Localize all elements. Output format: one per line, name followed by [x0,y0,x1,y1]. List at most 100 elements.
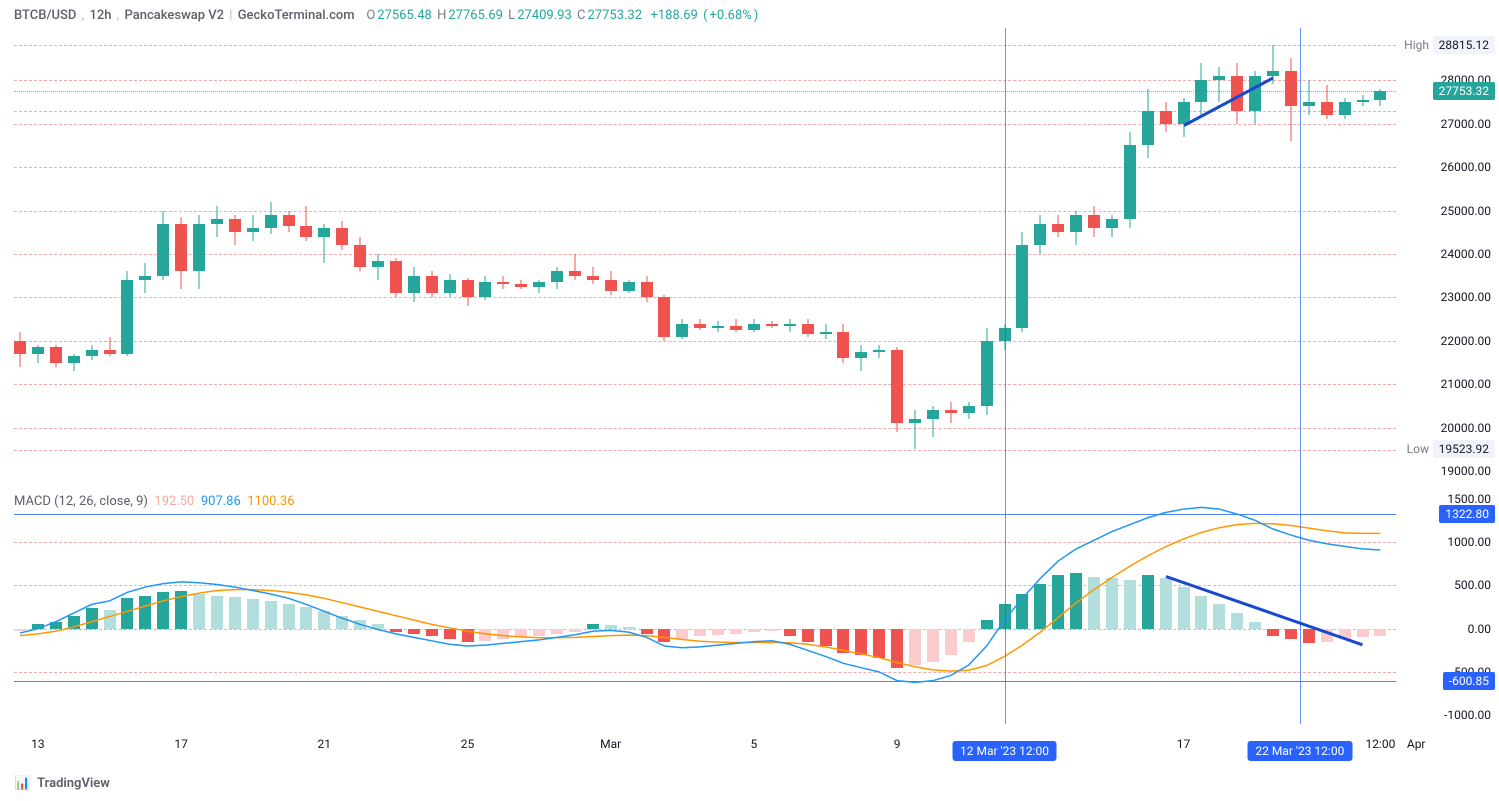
macd-hist-bar[interactable] [300,607,312,629]
macd-hist-bar[interactable] [1303,629,1315,643]
macd-hist-bar[interactable] [336,616,348,629]
macd-hist-bar[interactable] [587,624,599,628]
macd-hist-bar[interactable] [1231,613,1243,629]
macd-hist-bar[interactable] [1249,622,1261,629]
macd-hist-bar[interactable] [157,592,169,628]
macd-hist-bar[interactable] [676,629,688,639]
macd-hist-bar[interactable] [1034,584,1046,629]
macd-hist-bar[interactable] [1285,629,1297,639]
macd-hist-bar[interactable] [479,629,491,641]
macd-hist-bar[interactable] [766,629,778,632]
ohlc-low: 27409.93 [517,8,572,23]
macd-hist-bar[interactable] [1357,629,1369,638]
macd-hist-bar[interactable] [658,629,670,642]
ohlc-close: 27753.32 [587,8,642,23]
price-pane[interactable] [14,28,1396,480]
macd-hist-bar[interactable] [891,629,903,668]
macd-hist-bar[interactable] [193,594,205,629]
macd-hist-bar[interactable] [1195,596,1207,629]
macd-hist-bar[interactable] [533,629,545,636]
macd-yaxis[interactable]: -1000.00-500.000.00500.001000.001500.001… [1396,490,1499,724]
time-xaxis[interactable]: 13172125Mar591712:00Apr12 Mar '23 12:002… [14,731,1396,761]
macd-hist-bar[interactable] [1213,604,1225,628]
macd-lower-line [14,681,1396,682]
xtick: 17 [174,737,188,751]
macd-hist-bar[interactable] [1267,629,1279,636]
macd-hist-bar[interactable] [909,629,921,665]
macd-hist-bar[interactable] [515,629,527,638]
macd-hist-bar[interactable] [211,596,223,629]
macd-hline [14,542,1396,543]
macd-hist-bar[interactable] [444,629,456,639]
macd-hist-bar[interactable] [605,625,617,628]
price-hline [14,341,1396,342]
macd-hist-bar[interactable] [802,629,814,642]
macd-hist-bar[interactable] [855,629,867,655]
macd-hist-bar[interactable] [408,629,420,634]
macd-hist-bar[interactable] [247,599,259,628]
macd-hist-bar[interactable] [318,611,330,628]
macd-hist-bar[interactable] [1052,575,1064,629]
macd-hist-bar[interactable] [1088,577,1100,629]
macd-hist-bar[interactable] [283,604,295,629]
tradingview-watermark[interactable]: TradingView [14,776,110,791]
high-label: High [1404,38,1429,52]
macd-hist-bar[interactable] [873,629,885,658]
macd-hist-bar[interactable] [32,624,44,628]
macd-hist-bar[interactable] [784,629,796,636]
price-hline [14,211,1396,212]
macd-hist-bar[interactable] [712,629,724,635]
macd-ytick: 500.00 [1454,578,1491,592]
macd-hist-bar[interactable] [963,629,975,642]
macd-hist-bar[interactable] [139,596,151,629]
macd-indicator-label[interactable]: MACD (12, 26, close, 9) 192.50 907.86 11… [14,494,295,509]
macd-hist-bar[interactable] [1142,575,1154,629]
macd-hist-bar[interactable] [1016,594,1028,629]
macd-hist-bar[interactable] [372,624,384,628]
interval-label[interactable]: 12h [89,8,111,23]
macd-hist-bar[interactable] [1124,580,1136,629]
macd-hist-bar[interactable] [354,620,366,629]
macd-hist-bar[interactable] [175,591,187,628]
price-yaxis[interactable]: 19000.0020000.0021000.0022000.0023000.00… [1396,28,1499,480]
macd-hist-bar[interactable] [1160,578,1172,628]
macd-hist-bar[interactable] [641,629,653,634]
macd-hist-bar[interactable] [265,601,277,629]
macd-hist-bar[interactable] [820,629,832,646]
low-price-badge: 19523.92 [1433,440,1495,458]
macd-hist-bar[interactable] [748,629,760,632]
macd-ytick: 1000.00 [1447,535,1491,549]
macd-hist-bar[interactable] [50,622,62,629]
macd-hist-bar[interactable] [551,629,563,634]
macd-hist-bar[interactable] [927,629,939,662]
macd-ytick: 1500.00 [1447,492,1491,506]
macd-hist-bar[interactable] [569,629,581,632]
macd-hist-bar[interactable] [730,629,742,634]
macd-hist-bar[interactable] [68,616,80,629]
macd-hist-bar[interactable] [426,629,438,636]
macd-hist-bar[interactable] [1106,578,1118,628]
macd-hist-bar[interactable] [229,597,241,628]
macd-hist-bar[interactable] [981,620,993,629]
macd-hist-bar[interactable] [121,598,133,628]
macd-hist-bar[interactable] [945,629,957,655]
macd-hist-bar[interactable] [623,627,635,629]
macd-ytick: -1000.00 [1444,708,1491,722]
macd-hist-bar[interactable] [104,610,116,629]
macd-hist-bar[interactable] [497,629,509,639]
macd-hist-bar[interactable] [390,629,402,632]
xtick-badge: 12 Mar '23 12:00 [952,741,1057,761]
macd-lower-badge: -600.85 [1443,672,1495,690]
macd-hist-bar[interactable] [14,629,26,632]
macd-hist-bar[interactable] [1070,573,1082,628]
macd-hist-bar[interactable] [1178,587,1190,629]
macd-hist-bar[interactable] [694,629,706,637]
macd-hist-bar[interactable] [837,629,849,653]
price-hline [14,45,1396,46]
xtick-badge: 22 Mar '23 12:00 [1247,741,1352,761]
macd-hist-bar[interactable] [86,608,98,629]
symbol-label[interactable]: BTCB/USD [14,8,76,23]
macd-hist-bar[interactable] [1374,629,1386,636]
macd-pane[interactable] [14,490,1396,724]
macd-hist-bar[interactable] [462,629,474,642]
